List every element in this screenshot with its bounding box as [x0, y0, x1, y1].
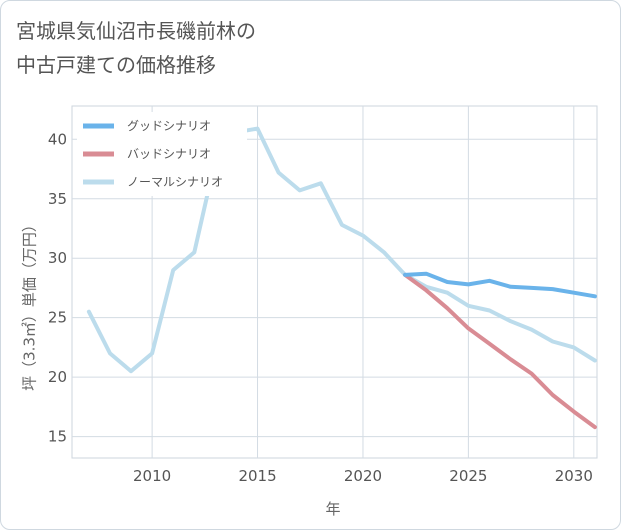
- chart-title-line-2: 中古戸建ての価格推移: [16, 53, 216, 77]
- x-tick-label: 2020: [344, 467, 382, 485]
- y-tick-label: 35: [48, 190, 67, 208]
- y-tick-label: 15: [48, 428, 67, 446]
- y-tick-label: 40: [48, 130, 67, 148]
- legend-label-0: グッドシナリオ: [127, 119, 211, 133]
- series-line-0: [403, 271, 597, 299]
- x-tick-label: 2025: [449, 467, 487, 485]
- chart-title: 宮城県気仙沼市長磯前林の 中古戸建ての価格推移: [16, 14, 596, 82]
- x-axis-label: 年: [325, 500, 341, 518]
- legend-label-2: ノーマルシナリオ: [127, 175, 223, 189]
- y-tick-label: 30: [48, 249, 67, 267]
- x-tick-label: 2010: [133, 467, 171, 485]
- y-tick-label: 20: [48, 368, 67, 386]
- plot-area: [71, 105, 598, 459]
- series-line-2: [86, 126, 597, 374]
- x-tick-label: 2030: [555, 467, 593, 485]
- legend-label-1: バッドシナリオ: [127, 147, 211, 161]
- series-line-1: [403, 272, 597, 430]
- x-tick-label: 2015: [238, 467, 276, 485]
- chart-title-line-1: 宮城県気仙沼市長磯前林の: [16, 19, 256, 43]
- y-tick-label: 25: [48, 309, 67, 327]
